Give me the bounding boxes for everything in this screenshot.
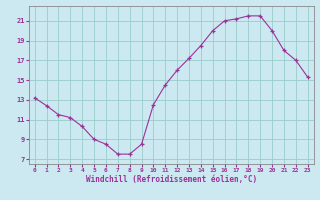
X-axis label: Windchill (Refroidissement éolien,°C): Windchill (Refroidissement éolien,°C) [86,175,257,184]
